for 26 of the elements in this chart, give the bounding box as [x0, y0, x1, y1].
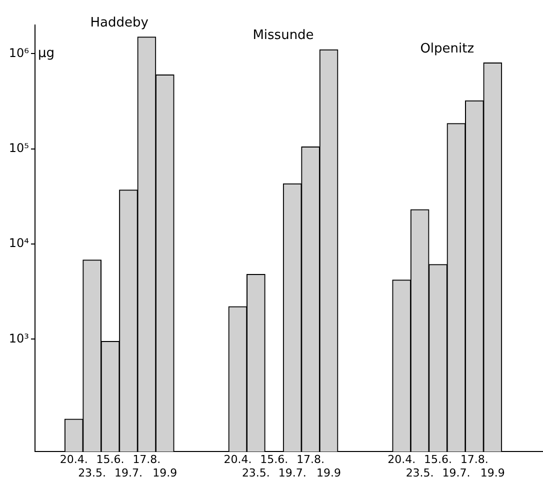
- x-tick-label: 19.7.: [114, 466, 142, 480]
- x-tick-label: 19.9: [480, 466, 505, 480]
- x-tick-label: 17.8.: [296, 453, 325, 466]
- x-tick-label: 23.5.: [78, 466, 106, 480]
- x-tick-label: 19.7.: [442, 466, 470, 480]
- x-tick-label: 15.6.: [96, 453, 124, 466]
- y-axis-title: µg: [38, 46, 55, 62]
- x-tick-label: 17.8.: [460, 453, 488, 466]
- y-tick-label: 10⁶: [8, 46, 30, 60]
- y-tick-label: 10⁴: [8, 236, 30, 250]
- x-tick-label: 19.7.: [278, 466, 306, 480]
- x-tick-label: 23.5.: [242, 466, 270, 480]
- series-label: Missunde: [252, 28, 314, 44]
- x-tick-label: 15.6.: [424, 453, 452, 466]
- x-tick-label: 19.9: [316, 466, 342, 480]
- x-tick-label: 15.6.: [260, 453, 288, 466]
- series-label: Haddeby: [90, 15, 149, 30]
- x-tick-label: 19.9: [152, 466, 178, 480]
- x-tick-label: 17.8.: [132, 453, 161, 466]
- series-label: Olpenitz: [420, 41, 474, 56]
- x-tick-label: 20.4.: [224, 453, 252, 466]
- x-tick-label: 20.4.: [60, 453, 88, 466]
- x-tick-label: 20.4.: [388, 453, 416, 466]
- y-tick-label: 10⁵: [8, 140, 30, 155]
- y-tick-label: 10³: [8, 331, 30, 346]
- x-tick-label: 23.5.: [406, 466, 434, 480]
